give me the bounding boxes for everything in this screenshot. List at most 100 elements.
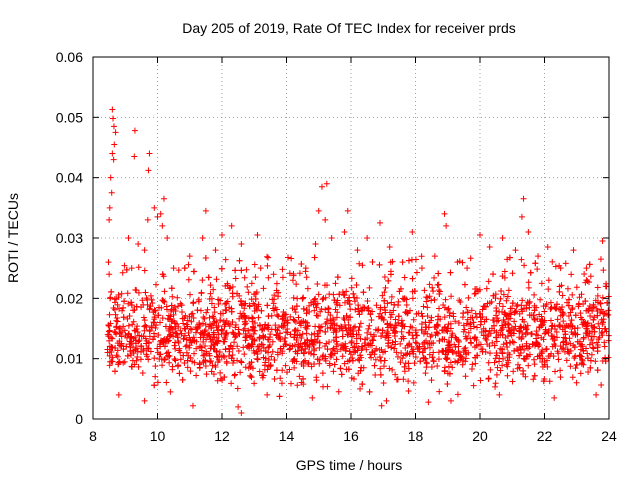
data-point [230,359,237,366]
data-point [241,325,248,332]
data-point [222,346,229,353]
data-point [138,343,145,350]
data-point [591,314,598,321]
data-point [168,285,175,292]
data-point [605,311,612,318]
data-point [145,356,152,363]
data-point [333,314,340,321]
data-point [187,354,194,361]
data-point [161,288,168,295]
data-point [106,216,113,223]
data-point [250,324,257,331]
data-point [357,385,364,392]
data-point [513,303,520,310]
data-point [251,302,258,309]
data-point [455,319,462,326]
data-point [427,333,434,340]
data-point [160,339,167,346]
data-point [590,316,597,323]
data-point [188,318,195,325]
data-point [496,391,503,398]
data-point [430,358,437,365]
data-point [299,343,306,350]
data-point [390,307,397,314]
data-point [605,354,612,361]
data-point [418,326,425,333]
data-point [199,277,206,284]
data-point [377,306,384,313]
y-tick-label: 0.05 [56,109,83,125]
data-point [410,379,417,386]
data-point [219,327,226,334]
data-point [231,339,238,346]
data-point [208,368,215,375]
data-point [251,320,258,327]
data-point [109,150,116,157]
data-point [117,330,124,337]
data-point [208,295,215,302]
data-point [582,330,589,337]
data-point [146,306,153,313]
data-point [352,323,359,330]
data-point [207,336,214,343]
data-point [243,334,250,341]
data-point [348,275,355,282]
data-point [505,287,512,294]
data-point [113,295,120,302]
data-point [202,357,209,364]
data-point [193,372,200,379]
data-point [312,295,319,302]
data-point [449,364,456,371]
data-point [129,357,136,364]
data-point [302,345,309,352]
data-point [155,332,162,339]
data-point [510,326,517,333]
data-point [332,280,339,287]
data-point [549,343,556,350]
data-point [601,325,608,332]
data-point [555,350,562,357]
data-point [599,294,606,301]
data-point [470,382,477,389]
data-point [364,298,371,305]
data-point [505,321,512,328]
data-point [551,323,558,330]
data-point [277,345,284,352]
data-point [292,309,299,316]
data-point [556,322,563,329]
data-point [436,388,443,395]
data-point [295,341,302,348]
data-point [291,364,298,371]
data-point [282,335,289,342]
data-point [491,322,498,329]
data-point [464,335,471,342]
data-point [354,247,361,254]
data-point [323,180,330,187]
data-point [196,361,203,368]
data-point [344,298,351,305]
data-point [463,320,470,327]
data-point [265,322,272,329]
data-point [506,351,513,358]
data-point [266,343,273,350]
data-point [118,290,125,297]
data-point [547,317,554,324]
x-tick-labels: 8 10 12 14 16 18 20 22 24 [89,428,617,444]
data-point [121,327,128,334]
data-point [129,347,136,354]
data-point [364,235,371,241]
data-point [476,310,483,317]
data-point [397,359,404,366]
data-point [381,289,388,296]
data-point [115,361,122,368]
data-point [474,352,481,359]
data-point [531,307,538,314]
data-point [525,362,532,369]
data-point [108,189,115,196]
data-point [407,307,414,314]
data-point [395,298,402,305]
data-point [525,279,532,286]
data-point [294,332,301,339]
data-point [464,308,471,315]
data-point [131,153,138,160]
